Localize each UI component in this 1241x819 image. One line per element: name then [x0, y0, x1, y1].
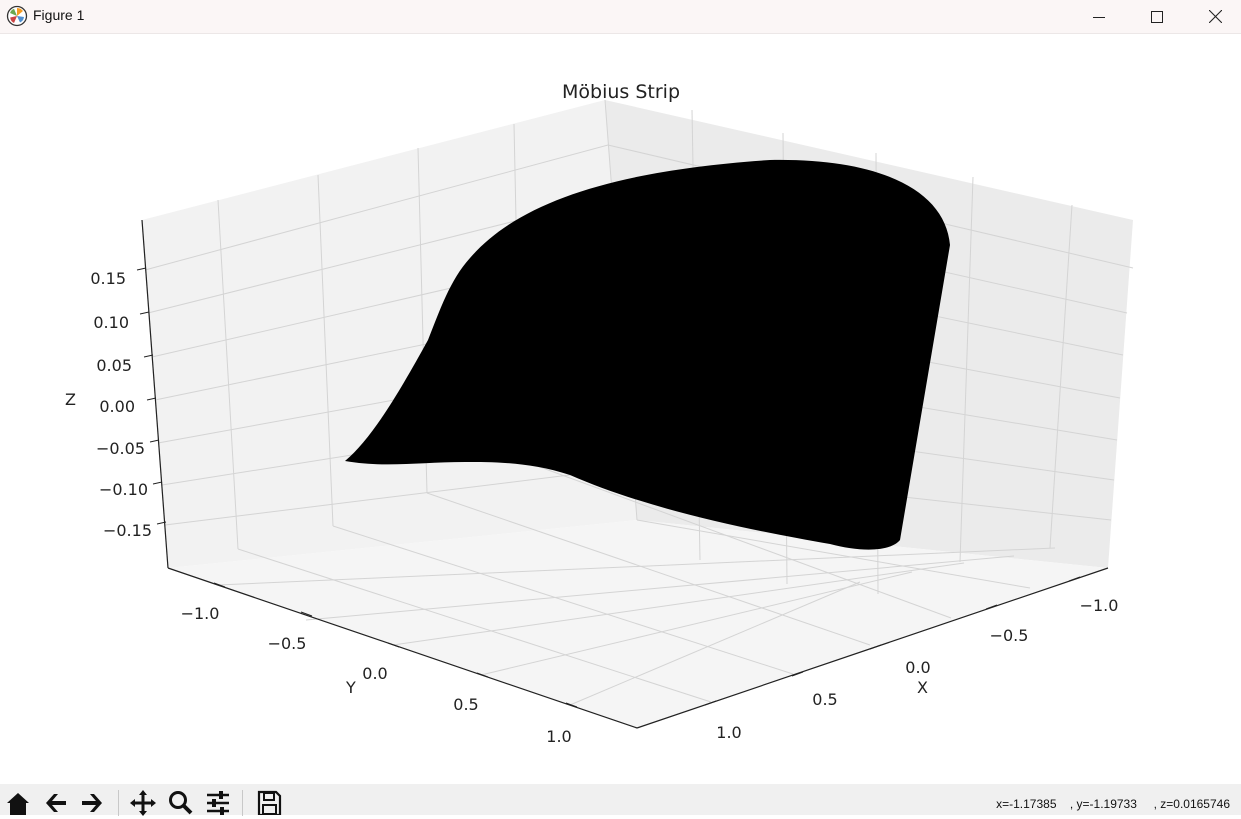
plot-canvas[interactable]: 0.15 0.10 0.05 0.00 −0.05 −0.10 −0.15 Z … — [0, 35, 1241, 784]
coord-z: , z=0.0165746 — [1153, 797, 1230, 811]
matplotlib-logo-icon — [6, 5, 28, 27]
z-tick-label: −0.15 — [103, 521, 152, 540]
x-tick-label: 1.0 — [716, 723, 741, 742]
zoom-button[interactable] — [164, 789, 196, 819]
configure-subplots-icon — [207, 791, 229, 815]
x-axis-label: X — [917, 678, 928, 697]
z-tick-label: −0.05 — [96, 439, 145, 458]
z-tick-label: −0.10 — [99, 480, 148, 499]
zoom-icon — [169, 791, 193, 815]
pan-button[interactable] — [127, 789, 159, 819]
y-ticks — [213, 582, 578, 708]
navigation-toolbar: x=-1.17385 , y=-1.19733 , z=0.0165746 — [0, 784, 1241, 816]
y-tick-label: −0.5 — [268, 634, 307, 653]
home-button[interactable] — [2, 789, 34, 819]
minimize-button[interactable] — [1070, 0, 1128, 33]
chart-title: Möbius Strip — [562, 81, 680, 103]
z-tick-label: 0.00 — [99, 397, 135, 416]
back-arrow-icon — [46, 794, 66, 812]
maximize-button[interactable] — [1128, 0, 1186, 33]
coord-x: x=-1.17385 — [996, 797, 1057, 811]
window-titlebar: Figure 1 — [0, 0, 1241, 34]
x-tick-label: 0.0 — [905, 658, 930, 677]
save-icon — [257, 790, 282, 815]
y-tick-label: 1.0 — [546, 727, 571, 746]
save-button[interactable] — [253, 789, 285, 819]
back-button[interactable] — [40, 789, 72, 819]
x-tick-label: −1.0 — [1080, 596, 1119, 615]
coord-y: , y=-1.19733 — [1069, 797, 1137, 811]
window-title: Figure 1 — [33, 7, 85, 23]
minimize-icon — [1093, 16, 1105, 18]
y-tick-label: 0.5 — [453, 695, 478, 714]
x-tick-label: −0.5 — [990, 626, 1029, 645]
z-tick-label: 0.05 — [96, 356, 132, 375]
close-button[interactable] — [1186, 0, 1241, 33]
z-tick-label: 0.15 — [90, 269, 126, 288]
toolbar-separator — [242, 790, 243, 816]
x-ticks — [704, 576, 1081, 706]
cursor-coordinates: x=-1.17385 , y=-1.19733 , z=0.0165746 — [996, 797, 1230, 811]
z-axis-label: Z — [65, 390, 76, 409]
y-tick-label: −1.0 — [181, 604, 220, 623]
mobius-surface — [345, 159, 950, 550]
forward-arrow-icon — [82, 794, 102, 812]
configure-subplots-button[interactable] — [202, 789, 234, 819]
forward-button[interactable] — [76, 789, 108, 819]
toolbar-separator — [118, 790, 119, 816]
maximize-icon — [1151, 10, 1163, 23]
home-icon — [7, 793, 29, 815]
y-axis-label: Y — [345, 678, 356, 697]
y-tick-label: 0.0 — [362, 664, 387, 683]
pan-icon — [130, 790, 156, 816]
z-tick-label: 0.10 — [93, 313, 129, 332]
z-ticks — [136, 267, 167, 525]
close-icon — [1208, 10, 1222, 23]
x-tick-label: 0.5 — [812, 690, 837, 709]
